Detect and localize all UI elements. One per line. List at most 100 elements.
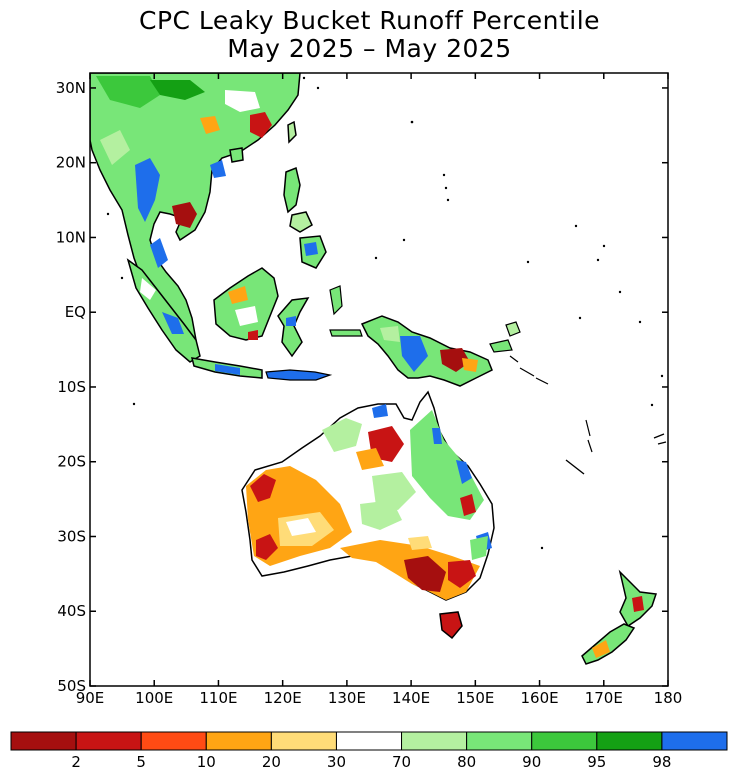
land-micronesia-dots: [106, 76, 664, 550]
lon-label: 100E: [135, 689, 173, 707]
region-sumatra-blue: [162, 312, 184, 334]
latitude-labels: 30N 20N 10N EQ 10S 20S 30S 40S 50S: [56, 79, 86, 695]
land-seram: [329, 329, 363, 337]
region-se-red2: [448, 560, 476, 588]
region-java-blue: [215, 364, 240, 375]
region-s-china-red: [250, 112, 272, 138]
region-china-white: [225, 90, 260, 112]
lon-label: 170E: [585, 689, 623, 707]
region-malaysia-blue: [150, 238, 168, 268]
lon-label: 160E: [521, 689, 559, 707]
land-new-britain: [489, 339, 513, 353]
map-frame: [89, 72, 669, 687]
region-qld-red: [460, 494, 476, 516]
land-sulawesi: [277, 297, 310, 358]
colorbar-swatch: [205, 731, 272, 751]
land-new-caledonia: [565, 459, 585, 475]
lat-label: EQ: [65, 303, 86, 321]
region-nz-south-orange: [592, 640, 610, 658]
region-nt-lightgreen: [322, 418, 362, 452]
colorbar-swatch: [270, 731, 337, 751]
map-title: CPC Leaky Bucket Runoff Percentile: [138, 6, 601, 35]
region-wa-red2: [256, 534, 278, 560]
region-qld-blue2: [432, 428, 442, 444]
region-vietnam-blue: [210, 160, 226, 178]
land-fiji: [653, 433, 667, 445]
region-png-red: [440, 348, 470, 372]
lat-label: 20S: [57, 453, 86, 471]
region-se-green: [470, 536, 488, 560]
map-subtitle: May 2025 – May 2025: [227, 34, 512, 63]
region-nt-blue: [372, 404, 388, 418]
region-png-lightgreen: [380, 326, 400, 342]
colorbar-swatch: [596, 731, 663, 751]
colorbar-label: 90: [522, 753, 541, 771]
lon-label: 110E: [199, 689, 237, 707]
region-qld-blue: [456, 460, 472, 484]
land-tasmania: [439, 611, 463, 640]
region-central-lightgreen: [372, 472, 416, 510]
lat-label: 10N: [56, 228, 86, 246]
longitude-labels: 90E 100E 110E 120E 130E 140E 150E 160E 170E 180: [76, 689, 683, 707]
region-png-blue: [400, 336, 428, 372]
axis-ticks: [89, 73, 669, 687]
colorbar-swatch: [335, 731, 403, 751]
colorbar-label: 5: [136, 753, 146, 771]
land-new-guinea: [360, 315, 493, 387]
colorbar-swatch: [75, 731, 142, 751]
region-wa-white: [286, 518, 316, 536]
lat-label: 30S: [57, 527, 86, 545]
lon-label: 140E: [392, 689, 430, 707]
colorbar-label: 98: [652, 753, 671, 771]
colorbar-labels: 2 5 10 20 30 70 80 90 95 98: [71, 753, 671, 771]
lon-label: 90E: [76, 689, 105, 707]
colorbar: [10, 731, 728, 751]
colorbar-swatch: [466, 731, 533, 751]
colorbar-swatch: [140, 731, 207, 751]
colorbar-label: 70: [392, 753, 411, 771]
region-s-china-orange: [200, 116, 220, 134]
lat-label: 30N: [56, 79, 86, 97]
colorbar-swatch: [661, 731, 728, 751]
land-layer: [90, 73, 667, 665]
colorbar-swatch: [531, 731, 598, 751]
region-sa-yellow: [408, 536, 432, 550]
land-vanuatu: [585, 419, 593, 453]
lon-label: 180: [654, 689, 683, 707]
region-borneo-white: [235, 306, 258, 326]
colorbar-label: 80: [457, 753, 476, 771]
region-se-asia-darkgreen: [150, 80, 205, 100]
colorbar-swatch: [401, 731, 468, 751]
region-png-orange: [462, 358, 478, 372]
colorbar-label: 20: [262, 753, 281, 771]
region-se-asia-blue: [135, 158, 160, 222]
region-borneo-red: [248, 330, 258, 340]
land-nz-south: [581, 623, 636, 665]
land-taiwan: [287, 120, 297, 144]
lat-label: 50S: [57, 677, 86, 695]
land-new-ireland: [505, 321, 521, 337]
land-luzon: [283, 166, 301, 214]
lon-label: 120E: [264, 689, 302, 707]
land-solomons: [509, 355, 549, 385]
region-sumatra-white: [140, 278, 156, 300]
land-maluku: [329, 285, 343, 316]
region-sa-lightgreen: [360, 500, 402, 530]
region-nz-north-red: [632, 596, 644, 612]
colorbar-label: 30: [327, 753, 346, 771]
region-cambodia-red: [172, 202, 197, 228]
colorbar-label: 10: [197, 753, 216, 771]
lat-label: 20N: [56, 154, 86, 172]
colorbar-swatch: [10, 731, 77, 751]
land-lesser-sunda: [265, 369, 333, 381]
region-sulawesi-blue: [286, 316, 296, 326]
region-wa-darkred: [250, 474, 276, 502]
lat-label: 10S: [57, 378, 86, 396]
region-borneo-orange: [228, 286, 248, 304]
region-se-asia-green: [96, 76, 160, 108]
region-qld-green: [410, 410, 484, 520]
region-mindanao-blue: [304, 242, 318, 256]
lat-label: 40S: [57, 602, 86, 620]
region-myanmar-lightgreen: [100, 130, 130, 165]
